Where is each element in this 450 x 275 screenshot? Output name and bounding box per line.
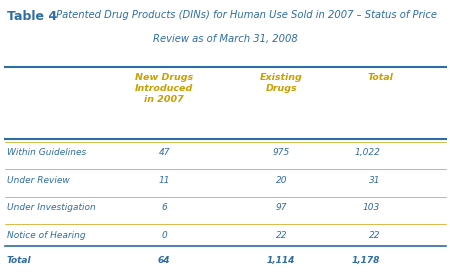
Text: Total: Total: [367, 73, 393, 82]
Text: 64: 64: [158, 256, 171, 265]
Text: Notice of Hearing: Notice of Hearing: [7, 231, 86, 240]
Text: 6: 6: [162, 203, 167, 212]
Text: 11: 11: [158, 176, 170, 185]
Text: 97: 97: [275, 203, 287, 212]
Text: 22: 22: [275, 231, 287, 240]
Text: 0: 0: [162, 231, 167, 240]
Text: 47: 47: [158, 148, 170, 157]
Text: 1,178: 1,178: [352, 256, 380, 265]
Text: Patented Drug Products (DINs) for Human Use Sold in 2007 – Status of Price: Patented Drug Products (DINs) for Human …: [53, 10, 437, 20]
Text: 20: 20: [275, 176, 287, 185]
Text: Table 4: Table 4: [7, 10, 57, 23]
Text: Under Investigation: Under Investigation: [7, 203, 95, 212]
Text: 975: 975: [273, 148, 290, 157]
Text: Under Review: Under Review: [7, 176, 69, 185]
Text: 1,022: 1,022: [355, 148, 380, 157]
Text: Total: Total: [7, 256, 32, 265]
Text: 31: 31: [369, 176, 380, 185]
Text: Existing
Drugs: Existing Drugs: [260, 73, 302, 93]
Text: 22: 22: [369, 231, 380, 240]
Text: New Drugs
Introduced
in 2007: New Drugs Introduced in 2007: [135, 73, 194, 104]
Text: Within Guidelines: Within Guidelines: [7, 148, 86, 157]
Text: 103: 103: [363, 203, 380, 212]
Text: Review as of March 31, 2008: Review as of March 31, 2008: [153, 34, 297, 44]
Text: 1,114: 1,114: [267, 256, 296, 265]
